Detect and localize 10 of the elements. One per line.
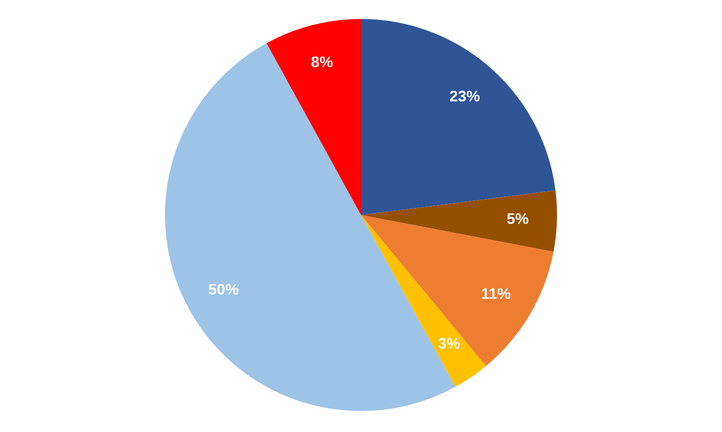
pie-slice [361,215,554,366]
pie-slice [361,190,557,252]
pie-slice [361,19,556,215]
pie-slice [266,19,361,215]
data-label: 50% [208,284,238,295]
data-label: 5% [507,213,528,224]
data-label: 23% [450,90,480,102]
data-label: 11% [482,288,510,299]
data-label: 3% [438,338,460,349]
data-label: 8% [311,56,333,68]
